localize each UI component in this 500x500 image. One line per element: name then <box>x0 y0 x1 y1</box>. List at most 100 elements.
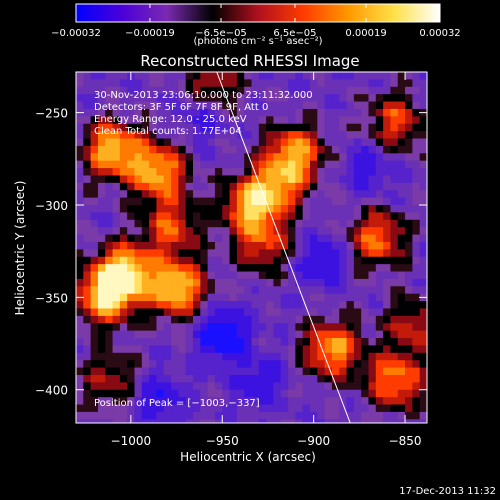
heatmap-cell <box>324 101 333 110</box>
heatmap-cell <box>200 123 209 132</box>
heatmap-cell <box>185 241 194 250</box>
heatmap-cell <box>200 264 209 272</box>
colorbar-tick-label: −0.00019 <box>125 28 175 39</box>
heatmap-cell <box>149 101 157 110</box>
heatmap-cell <box>361 315 369 324</box>
heatmap-cell <box>258 197 267 206</box>
heatmap-cell <box>90 360 99 368</box>
heatmap-cell <box>412 86 421 95</box>
heatmap-cell <box>229 367 238 376</box>
heatmap-cell <box>273 338 282 346</box>
heatmap-cell <box>317 79 326 88</box>
heatmap-cell <box>346 205 355 213</box>
heatmap-cell <box>383 323 391 332</box>
heatmap-cell <box>134 301 143 309</box>
heatmap-cell <box>207 94 216 102</box>
heatmap-cell <box>397 382 406 391</box>
heatmap-cell <box>412 123 421 132</box>
heatmap-cell <box>353 123 362 132</box>
heatmap-cell <box>83 271 92 280</box>
heatmap-cell <box>178 338 187 346</box>
heatmap-cell <box>171 389 179 398</box>
heatmap-cell <box>405 411 413 420</box>
heatmap-cell <box>405 123 413 132</box>
heatmap-cell <box>353 94 362 102</box>
heatmap-cell <box>105 264 113 272</box>
heatmap-cell <box>383 397 391 405</box>
heatmap-cell <box>76 264 84 272</box>
heatmap-cell <box>156 101 165 110</box>
heatmap-cell <box>156 145 165 154</box>
heatmap-cell <box>83 323 92 332</box>
heatmap-cell <box>134 338 143 346</box>
heatmap-cell <box>288 352 296 361</box>
heatmap-cell <box>222 205 230 213</box>
heatmap-cell <box>273 278 282 287</box>
heatmap-cell <box>383 345 391 354</box>
heatmap-cell <box>214 397 223 405</box>
heatmap-cell <box>163 123 172 132</box>
heatmap-cell <box>302 367 311 376</box>
heatmap-cell <box>390 382 399 391</box>
heatmap-cell <box>83 227 92 235</box>
heatmap-cell <box>76 241 84 250</box>
heatmap-cell <box>171 360 179 368</box>
heatmap-cell <box>390 123 399 132</box>
heatmap-cell <box>280 411 289 420</box>
heatmap-cell <box>390 227 399 235</box>
heatmap-cell <box>244 131 252 139</box>
heatmap-cell <box>405 330 413 339</box>
heatmap-cell <box>156 374 165 383</box>
heatmap-cell <box>346 160 355 169</box>
heatmap-cell <box>112 86 121 95</box>
heatmap-cell <box>141 116 150 125</box>
heatmap-cell <box>163 241 172 250</box>
heatmap-cell <box>149 86 157 95</box>
heatmap-cell <box>141 345 150 354</box>
heatmap-cell <box>193 131 201 139</box>
heatmap-cell <box>193 367 201 376</box>
heatmap-cell <box>383 219 391 228</box>
heatmap-cell <box>302 205 311 213</box>
heatmap-cell <box>339 160 347 169</box>
heatmap-cell <box>185 249 194 258</box>
heatmap-cell <box>236 411 245 420</box>
heatmap-cell <box>149 264 157 272</box>
heatmap-cell <box>383 101 391 110</box>
heatmap-cell <box>207 301 216 309</box>
heatmap-cell <box>353 227 362 235</box>
heatmap-cell <box>280 72 289 80</box>
heatmap-cell <box>229 190 238 199</box>
heatmap-cell <box>185 153 194 162</box>
heatmap-cell <box>412 116 421 125</box>
plot-frame <box>75 71 428 424</box>
heatmap-cell <box>412 241 421 250</box>
heatmap-cell <box>324 338 333 346</box>
heatmap-cell <box>90 205 99 213</box>
heatmap-cell <box>302 234 311 243</box>
heatmap-cell <box>397 419 406 423</box>
heatmap-cell <box>90 278 99 287</box>
heatmap-cell <box>193 271 201 280</box>
heatmap-cell <box>273 293 282 302</box>
heatmap-cell <box>149 168 157 176</box>
heatmap-cell <box>375 212 384 221</box>
heatmap-cell <box>273 197 282 206</box>
heatmap-cell <box>178 389 187 398</box>
heatmap-cell <box>229 389 238 398</box>
heatmap-cell <box>171 234 179 243</box>
heatmap-cell <box>76 411 84 420</box>
heatmap-cell <box>302 330 311 339</box>
heatmap-cell <box>127 382 135 391</box>
heatmap-cell <box>375 241 384 250</box>
heatmap-cell <box>397 72 406 80</box>
heatmap-cell <box>390 234 399 243</box>
heatmap-cell <box>266 197 274 206</box>
heatmap-cell <box>244 219 252 228</box>
heatmap-cell <box>353 256 362 265</box>
heatmap-cell <box>251 301 260 309</box>
heatmap-cell <box>383 389 391 398</box>
heatmap-cell <box>178 160 187 169</box>
heatmap-cell <box>266 419 274 423</box>
heatmap-cell <box>405 345 413 354</box>
